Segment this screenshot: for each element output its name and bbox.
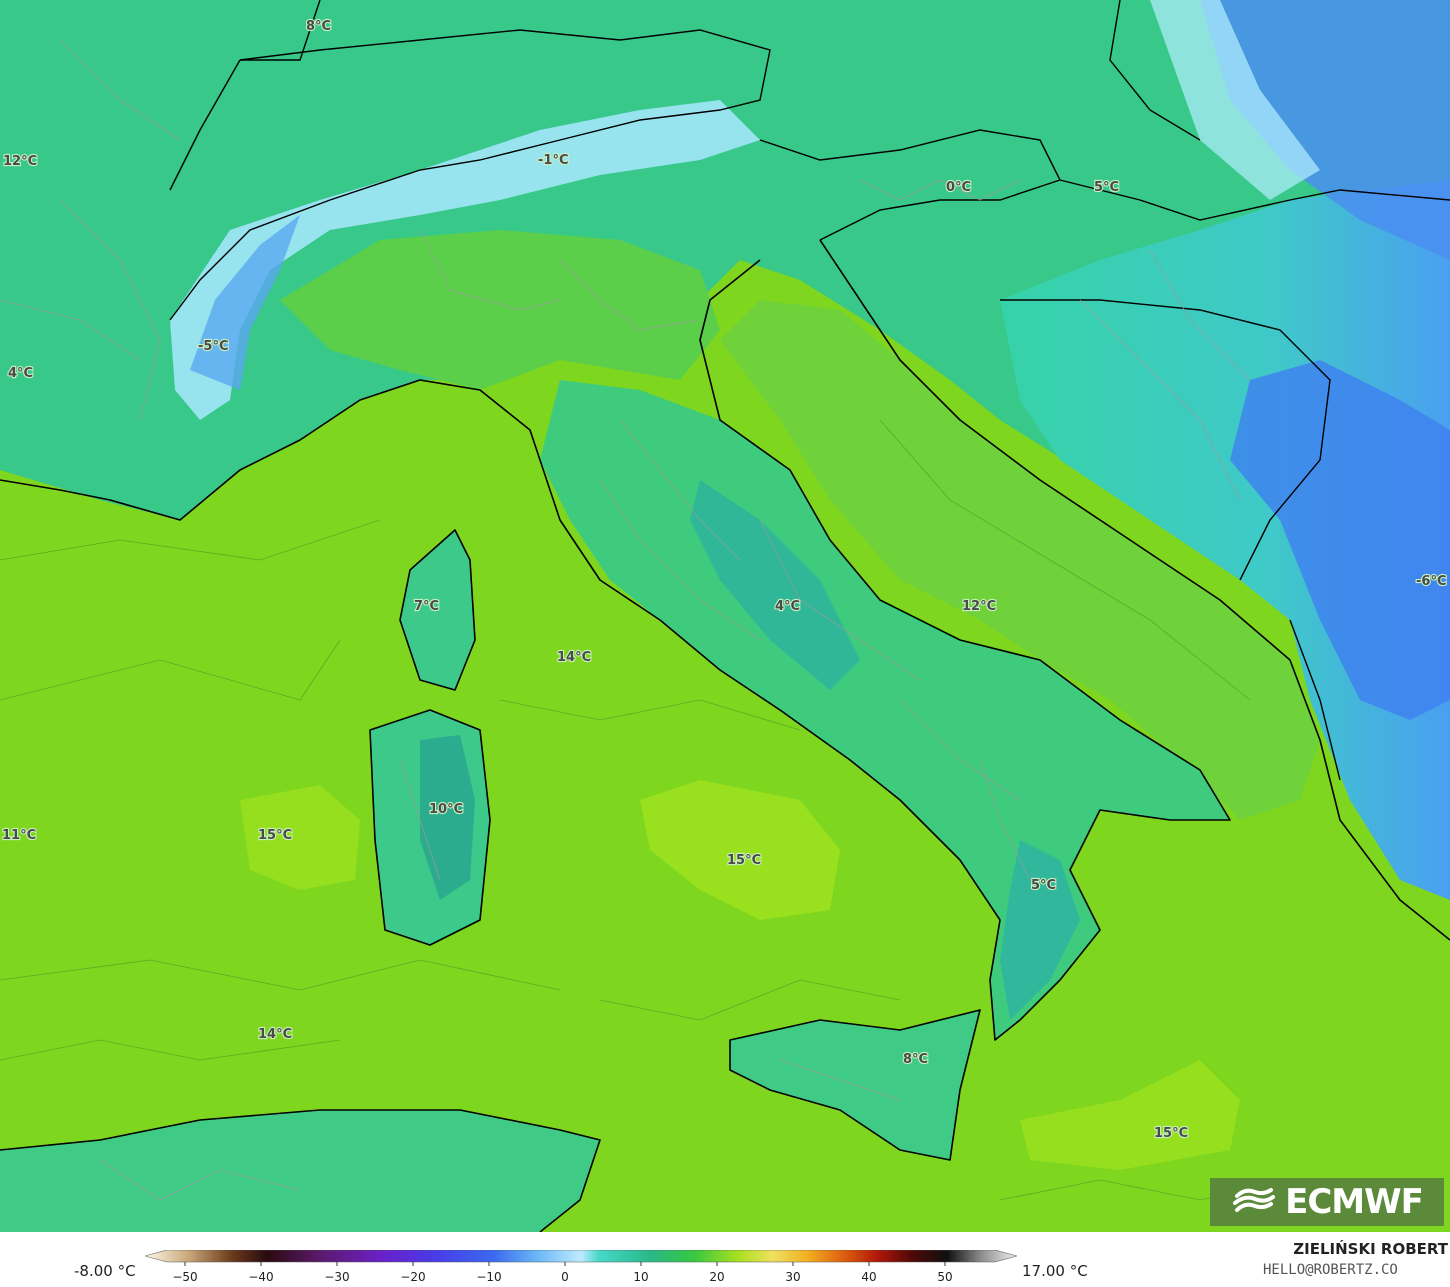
temp-label: 15°C [258, 828, 292, 843]
balkans-cold-core [1230, 360, 1450, 720]
color-legend: -8.00 °C [0, 1232, 1450, 1287]
warm-patch-west [240, 785, 360, 890]
author-name: ZIELIŃSKI ROBERT [1293, 1240, 1448, 1258]
legend-tick-label: 50 [937, 1270, 952, 1284]
temp-label: 11°C [2, 828, 36, 843]
temp-label: 8°C [306, 19, 331, 34]
temp-label: 14°C [258, 1027, 292, 1042]
sardinia-cold [420, 735, 475, 900]
author-email: HELLO@ROBERTZ.CO [1263, 1262, 1398, 1278]
temperature-map: 8°C 12°C -1°C 0°C 5°C -5°C 4°C 7°C 14°C … [0, 0, 1450, 1232]
temp-label: 4°C [8, 366, 33, 381]
region-borders [0, 39, 1251, 1201]
temp-label: 8°C [903, 1052, 928, 1067]
warm-patch-tyrrhenian [640, 780, 840, 920]
temp-label: 10°C [429, 802, 463, 817]
temp-label: 12°C [3, 154, 37, 169]
apennines-cold [690, 480, 860, 690]
legend-tick-label: 0 [561, 1270, 569, 1284]
legend-tick-label: −20 [400, 1270, 425, 1284]
legend-ticks: −50 −40 −30 −20 −10 0 10 20 30 40 50 [172, 1262, 953, 1284]
temp-label: 5°C [1031, 878, 1056, 893]
north-africa [0, 1110, 600, 1232]
legend-colorbar: −50 −40 −30 −20 −10 0 10 20 30 40 50 [145, 1250, 1017, 1284]
legend-min-label: -8.00 °C [74, 1262, 136, 1280]
balkans-land [1000, 180, 1450, 900]
legend-tick-label: 30 [785, 1270, 800, 1284]
legend-tick-label: −10 [476, 1270, 501, 1284]
temperature-labels: 8°C 12°C -1°C 0°C 5°C -5°C 4°C 7°C 14°C … [1, 18, 1448, 1142]
adriatic-sea [720, 300, 1320, 820]
temp-label: 0°C [946, 180, 971, 195]
temp-label: 4°C [775, 599, 800, 614]
northeast-light [1150, 0, 1320, 200]
temp-label: -6°C [1416, 574, 1446, 589]
legend-tick-label: −40 [248, 1270, 273, 1284]
temp-label: 7°C [414, 599, 439, 614]
temp-label: 15°C [1154, 1126, 1188, 1141]
calabria-cold [1000, 840, 1080, 1020]
warm-patch-ionian [1020, 1060, 1240, 1170]
legend-tick-label: 20 [709, 1270, 724, 1284]
coastlines [0, 239, 1450, 1232]
corsica [400, 530, 475, 690]
legend-tick-label: 10 [633, 1270, 648, 1284]
country-borders [169, 0, 1450, 781]
ecmwf-logo: ECMWF [1210, 1178, 1444, 1226]
legend-max-label: 17.00 °C [1022, 1262, 1088, 1280]
ecmwf-swirl-icon [1233, 1188, 1276, 1212]
temp-label: 5°C [1094, 180, 1119, 195]
temp-label: 14°C [557, 650, 591, 665]
legend-tick-label: −30 [324, 1270, 349, 1284]
po-valley [280, 230, 720, 390]
legend-tick-label: −50 [172, 1270, 197, 1284]
temp-label: -5°C [198, 339, 228, 354]
temp-label: 12°C [962, 599, 996, 614]
alps-cold-band [170, 100, 760, 420]
temp-label: 15°C [727, 853, 761, 868]
alps-cold-core [190, 215, 300, 390]
contour-lines [0, 419, 1421, 1201]
legend-tick-label: 40 [861, 1270, 876, 1284]
temp-label: -1°C [538, 153, 568, 168]
logo-text: ECMWF [1285, 1182, 1424, 1222]
